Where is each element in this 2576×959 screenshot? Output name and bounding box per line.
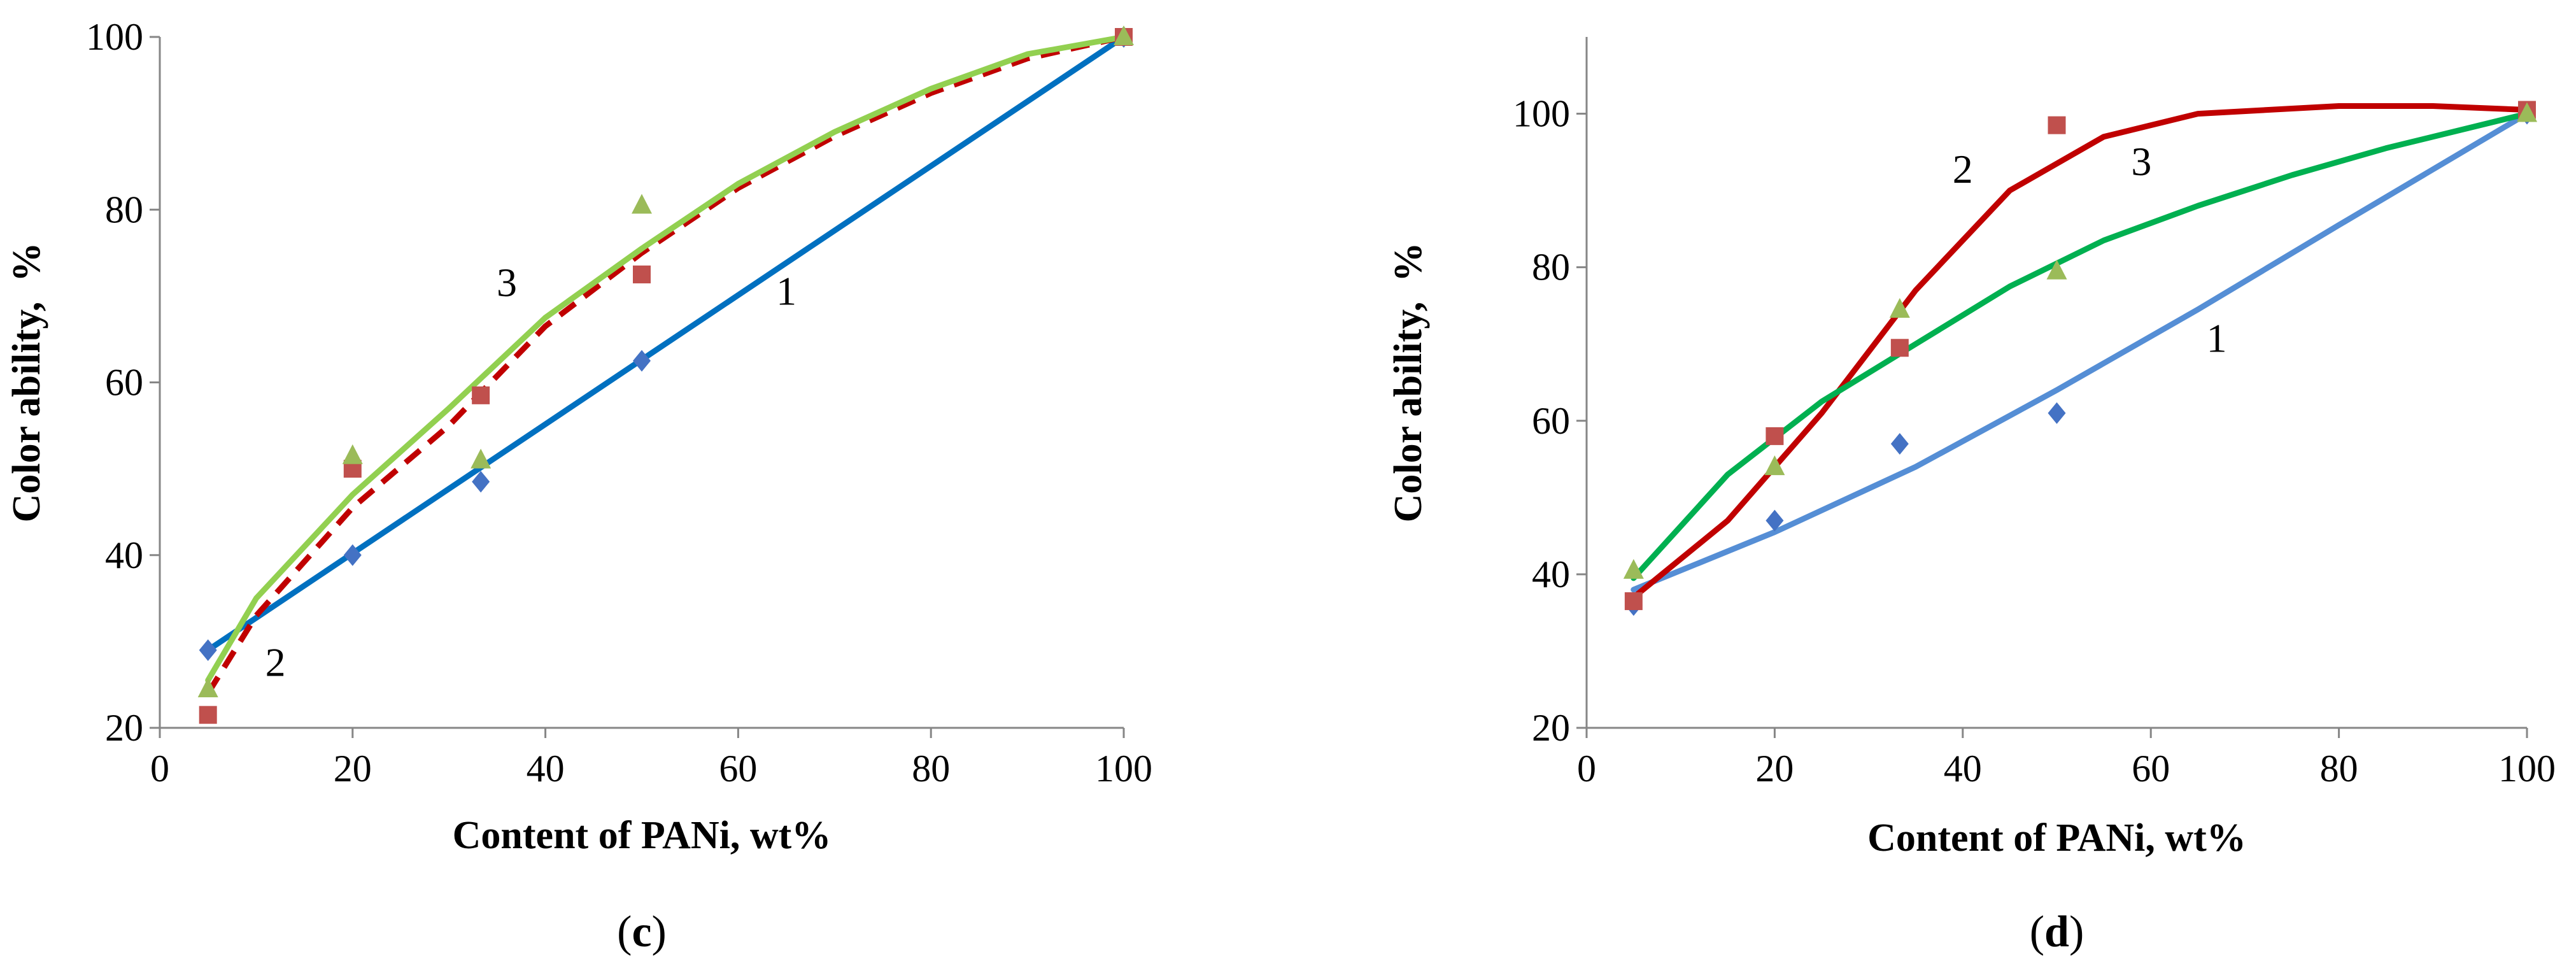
- data-point-series-3: [197, 677, 218, 697]
- x-tick-label: 80: [2320, 748, 2358, 790]
- data-point-series-3: [1114, 25, 1134, 45]
- data-point-series-1: [199, 639, 217, 661]
- caption-open: (: [2030, 907, 2044, 956]
- data-point-series-2: [1890, 339, 1909, 357]
- curve-label-3: 3: [497, 260, 517, 305]
- y-tick-label: 40: [105, 534, 143, 576]
- x-tick-label: 40: [1944, 748, 1982, 790]
- y-tick-label: 80: [105, 188, 143, 231]
- data-point-series-2: [199, 706, 217, 724]
- x-tick-label: 20: [1755, 748, 1794, 790]
- data-point-series-1: [1766, 509, 1784, 532]
- data-point-series-2: [472, 386, 490, 404]
- curve-label-1: 1: [2207, 315, 2227, 360]
- data-point-series-3: [1764, 455, 1785, 476]
- y-tick-label: 80: [1532, 246, 1570, 288]
- x-tick-label: 40: [527, 748, 565, 790]
- caption-open: (: [617, 907, 632, 956]
- data-point-series-2: [633, 265, 651, 283]
- trendline-series-2: [205, 34, 1124, 695]
- data-point-series-3: [1889, 297, 1910, 318]
- data-point-series-1: [472, 471, 490, 493]
- caption-letter: d: [2044, 907, 2069, 956]
- x-tick-label: 20: [334, 748, 372, 790]
- data-point-series-3: [342, 444, 363, 464]
- trendline-series-1: [205, 34, 1127, 653]
- data-point-series-3: [1623, 558, 1644, 579]
- caption-close: ): [652, 907, 667, 956]
- curve-label-2: 2: [1953, 146, 1973, 192]
- y-tick-label: 100: [86, 16, 143, 58]
- data-point-series-1: [1890, 432, 1909, 455]
- trendline-series-1: [1631, 111, 2530, 593]
- trendline-series-2: [1631, 103, 2530, 600]
- x-axis-title: Content of PANi, wt%: [453, 814, 832, 857]
- y-axis-title: Color ability, %: [5, 243, 48, 523]
- curve-label-2: 2: [265, 640, 286, 685]
- trendline-series-3: [1631, 111, 2530, 581]
- y-tick-label: 60: [105, 362, 143, 404]
- data-point-series-1: [343, 544, 362, 566]
- curve-label-3: 3: [2131, 139, 2151, 184]
- x-tick-label: 100: [2498, 748, 2556, 790]
- data-point-series-1: [633, 350, 651, 372]
- x-axis-title: Content of PANi, wt%: [1867, 816, 2246, 860]
- caption-letter: c: [632, 907, 651, 956]
- y-tick-label: 60: [1532, 400, 1570, 442]
- trendline-series-3: [205, 34, 1127, 683]
- caption-close: ): [2069, 907, 2084, 956]
- data-point-series-3: [471, 448, 492, 469]
- data-point-series-3: [632, 194, 652, 214]
- panel-caption: (d): [2030, 907, 2084, 956]
- x-tick-label: 0: [150, 748, 169, 790]
- data-point-series-3: [2046, 259, 2067, 280]
- curve-label-1: 1: [776, 268, 796, 313]
- y-tick-label: 20: [105, 707, 143, 749]
- data-point-series-2: [1624, 592, 1643, 611]
- x-tick-label: 60: [719, 748, 757, 790]
- x-tick-label: 80: [912, 748, 950, 790]
- panel-caption: (c): [617, 907, 667, 956]
- data-point-series-2: [1766, 427, 1784, 445]
- data-point-series-1: [2048, 402, 2066, 424]
- x-tick-label: 60: [2132, 748, 2170, 790]
- y-axis-title: Color ability, %: [1387, 243, 1430, 523]
- y-tick-label: 40: [1532, 553, 1570, 595]
- data-point-series-3: [2517, 102, 2537, 122]
- data-point-series-2: [2048, 116, 2066, 134]
- y-tick-label: 100: [1513, 93, 1570, 135]
- x-tick-label: 100: [1095, 748, 1152, 790]
- x-tick-label: 0: [1577, 748, 1596, 790]
- y-tick-label: 20: [1532, 707, 1570, 749]
